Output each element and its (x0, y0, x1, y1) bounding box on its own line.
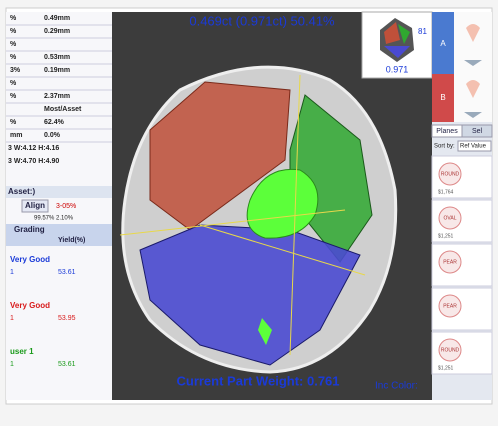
result-yield: 53.61 (58, 269, 76, 276)
row-value: 0.53mm (44, 54, 70, 61)
section-header (6, 186, 112, 198)
shape-icon (438, 294, 462, 318)
result-yield: 53.61 (58, 361, 76, 368)
sort-label: Sort by: (434, 144, 455, 150)
preview-icon (466, 80, 480, 98)
align-info: 99.57% 2.10% (34, 216, 74, 222)
shape-icon (438, 250, 462, 274)
yield-header: Yield(%) (58, 237, 85, 244)
result-id: 1 (10, 361, 14, 368)
shape-name: PEAR (443, 259, 457, 265)
shape-name: ROUND (441, 171, 460, 177)
shape-icon (438, 162, 462, 186)
tab-b[interactable] (432, 74, 454, 122)
preview-icon (464, 112, 482, 118)
row-value: 2.37mm (44, 93, 70, 100)
grading-title: Grading (14, 225, 45, 234)
row-label: % (10, 54, 17, 61)
tab-b-label[interactable]: B (440, 93, 445, 102)
sort-select[interactable] (457, 140, 492, 152)
row-value: 62.4% (44, 119, 65, 126)
shape-name: OVAL (444, 215, 457, 221)
row-value: 0.19mm (44, 67, 70, 74)
row-label: % (10, 15, 17, 22)
row-label: % (10, 80, 17, 87)
guide-lines (119, 74, 366, 356)
align-button[interactable] (21, 199, 49, 213)
align[interactable]: Align (25, 201, 45, 210)
grading-header (6, 224, 112, 246)
shape-price: $1,764 (438, 189, 454, 195)
dim-text: 3 W:4.70 H:4.90 (8, 158, 59, 165)
result-name: Very Good (10, 301, 50, 310)
thumb-red (384, 22, 400, 44)
list-tab-label[interactable]: Planes (436, 128, 458, 135)
row-label: % (10, 93, 17, 100)
row-label: 3% (10, 67, 21, 74)
shape-name: ROUND (441, 347, 460, 353)
row-value: 0.0% (44, 132, 61, 139)
row-label: mm (10, 132, 22, 139)
row-value: Most/Asset (44, 106, 82, 113)
shape-icon (438, 206, 462, 230)
sort-value[interactable]: Ref Value (460, 144, 487, 150)
lime-part (246, 168, 319, 239)
tab-a-label[interactable]: A (440, 39, 446, 48)
shape-name: PEAR (443, 303, 457, 309)
red-part (149, 81, 291, 231)
list-item[interactable] (431, 155, 493, 199)
asset: Asset:) (8, 187, 35, 196)
current-part-weight: Current Part Weight: 0.761 (176, 373, 339, 388)
align-value: 3-05% (56, 203, 76, 210)
row-label: % (10, 41, 17, 48)
list-tab-label[interactable]: Sel (472, 128, 483, 135)
result-name: Very Good (10, 255, 50, 264)
result-yield: 53.95 (58, 315, 76, 322)
dim-text: 3 W:4.12 H:4.16 (8, 145, 59, 152)
row-value: 0.49mm (44, 15, 70, 22)
thumb-label: 0.971 (386, 64, 409, 74)
shape-price: $1,251 (438, 365, 454, 371)
lime-chip (258, 318, 272, 345)
left-content: % 0.49mm% 0.29mm%% 0.53mm 3% 0.19mm%% 2.37mm Mo… (6, 15, 112, 368)
preview-icon (466, 24, 480, 42)
thumb-green (398, 24, 410, 44)
result-id: 1 (10, 269, 14, 276)
tab-a[interactable] (432, 12, 454, 74)
blue-part (139, 224, 361, 366)
thumb-side: 81 (418, 27, 427, 36)
row-label: % (10, 28, 17, 35)
inc-color: Inc Color: (375, 381, 418, 392)
item-list: ROUND $1,764 OVAL $1,251 PEAR PEAR ROUND $1,251 (431, 155, 493, 375)
row-value: 0.29mm (44, 28, 70, 35)
preview-icon (464, 60, 482, 66)
thumb-blue (384, 46, 410, 58)
list-tab[interactable] (461, 124, 493, 138)
result-id: 1 (10, 315, 14, 322)
weight-summary: 0.469ct (0.971ct) 50.41% (189, 13, 335, 28)
shape-icon (438, 338, 462, 362)
result-name: user 1 (10, 347, 34, 356)
shape-price: $1,251 (438, 233, 454, 239)
row-label: % (10, 119, 17, 126)
